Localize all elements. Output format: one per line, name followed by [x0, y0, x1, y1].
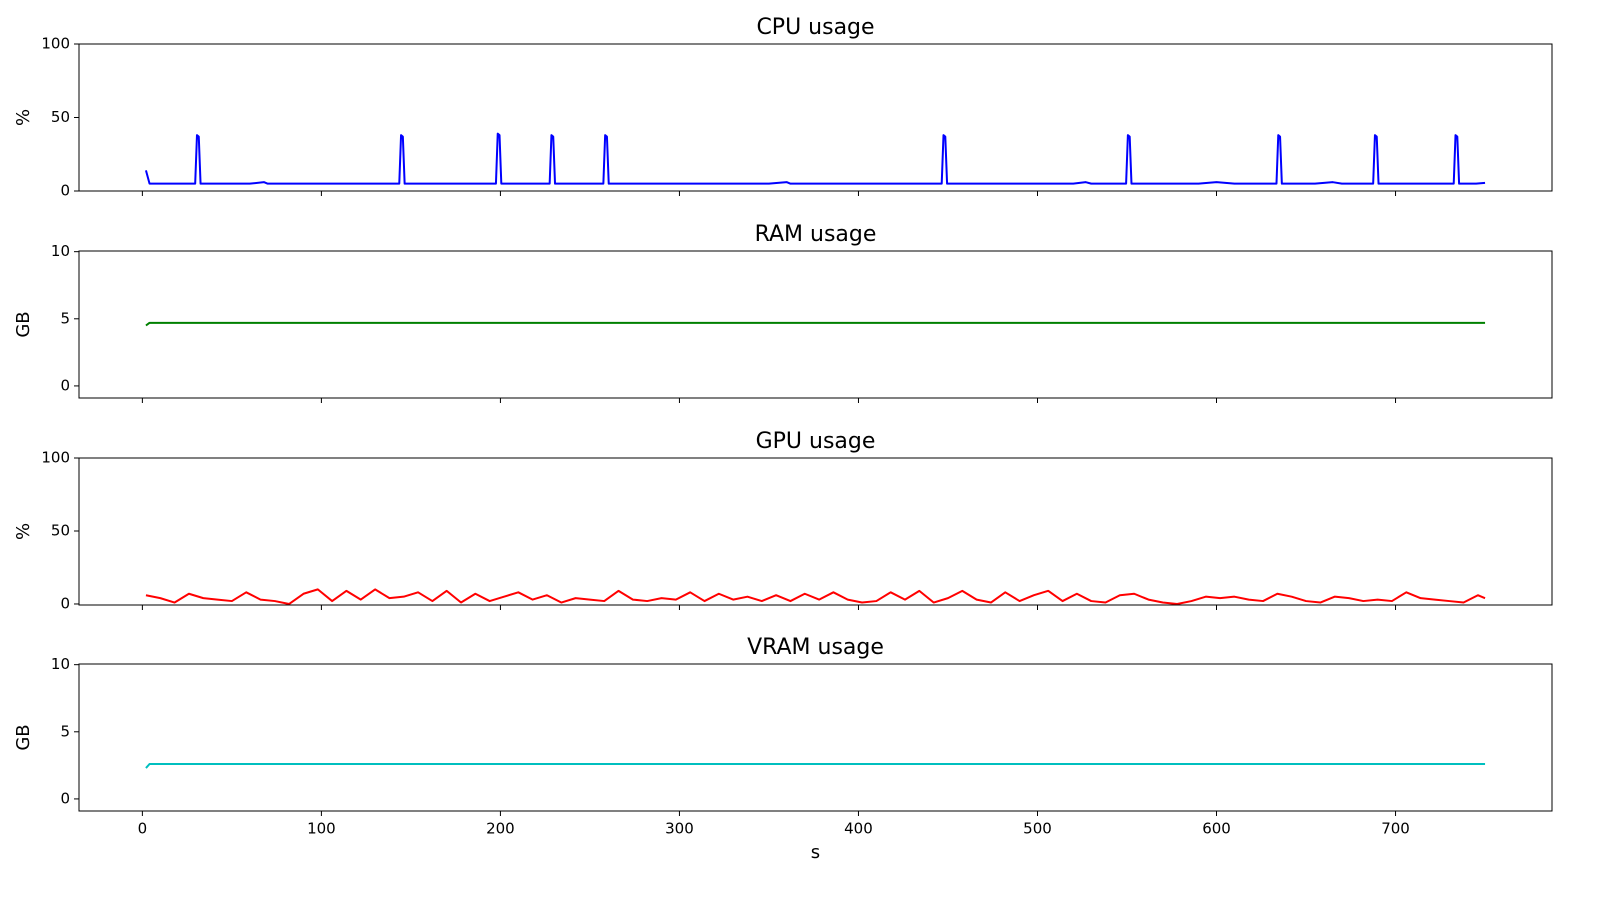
y-axis-label: %: [13, 523, 34, 540]
x-tick-label: 200: [486, 820, 515, 838]
y-tick-label: 100: [41, 449, 70, 467]
y-tick-label: 100: [41, 35, 70, 53]
chart-title: CPU usage: [756, 15, 874, 40]
y-tick-label: 0: [60, 182, 70, 200]
x-tick-label: 0: [138, 820, 148, 838]
y-tick-label: 10: [51, 655, 70, 673]
data-line: [145, 763, 1486, 769]
y-tick-label: 5: [60, 722, 70, 740]
y-tick-label: 5: [60, 309, 70, 327]
chart-title: VRAM usage: [747, 635, 884, 660]
y-tick-label: 50: [51, 521, 70, 539]
x-tick-label: 300: [665, 820, 694, 838]
x-tick-label: 400: [844, 820, 873, 838]
chart-title: RAM usage: [755, 222, 877, 247]
y-tick-label: 0: [60, 789, 70, 807]
axes-frame: [78, 457, 1553, 606]
y-tick-label: 50: [51, 108, 70, 126]
chart-title: GPU usage: [756, 429, 876, 454]
axes-frame: [78, 43, 1553, 192]
data-line: [145, 588, 1486, 605]
y-axis-label: GB: [13, 311, 34, 337]
y-tick-label: 0: [60, 594, 70, 612]
data-line: [144, 132, 1486, 185]
x-tick-label: 700: [1381, 820, 1410, 838]
y-axis-label: %: [13, 109, 34, 126]
axes-frame: [78, 250, 1553, 399]
y-axis-label: GB: [13, 724, 34, 750]
x-tick-label: 500: [1023, 820, 1052, 838]
x-tick-label: 100: [307, 820, 336, 838]
x-axis-label: s: [811, 842, 820, 863]
y-tick-label: 10: [51, 242, 70, 260]
data-line: [145, 321, 1486, 327]
axes-frame: [78, 663, 1553, 812]
x-tick-label: 600: [1202, 820, 1231, 838]
y-tick-label: 0: [60, 376, 70, 394]
